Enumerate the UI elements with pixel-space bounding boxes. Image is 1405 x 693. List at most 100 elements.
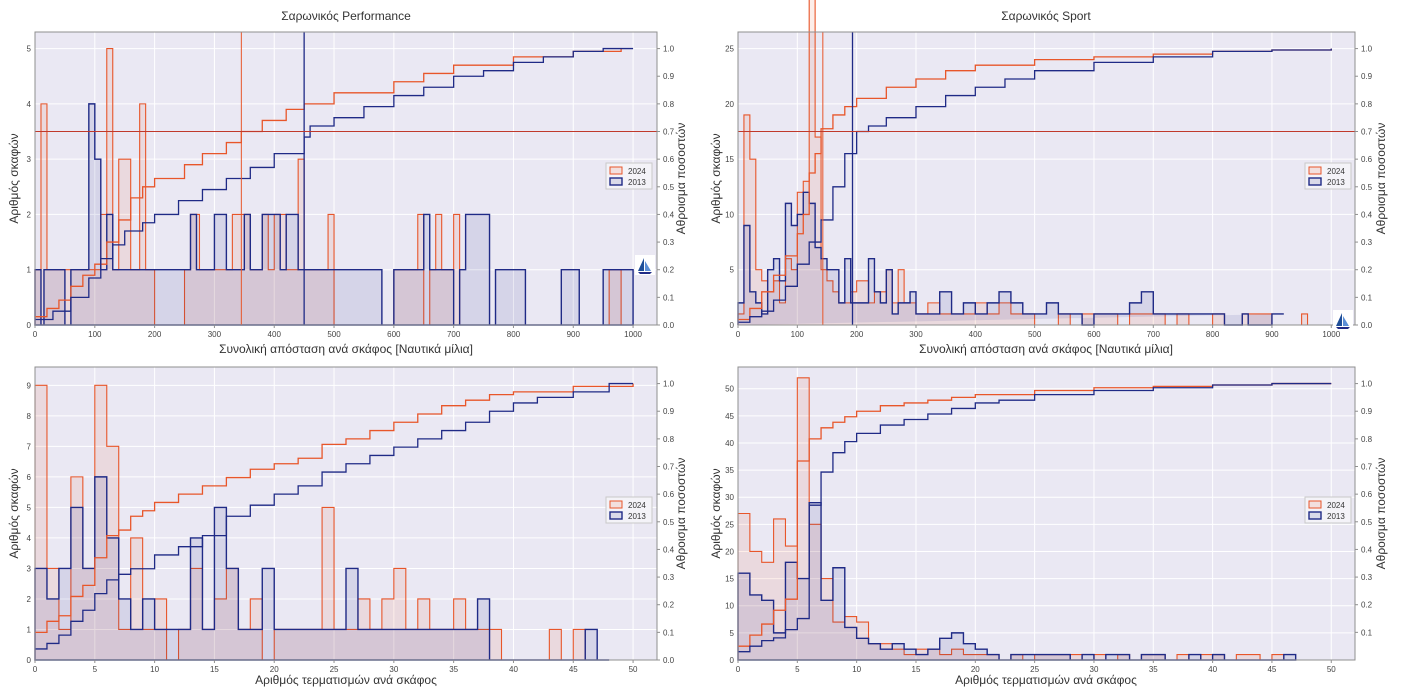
y-tick-label: 7: [27, 442, 32, 451]
sailboat-logo-icon: [635, 255, 655, 275]
y2-tick-label: 0.4: [1361, 545, 1373, 554]
x-tick-label: 1000: [624, 330, 642, 339]
y2-tick-label: 0.0: [663, 321, 675, 330]
x-tick-label: 1000: [1322, 330, 1340, 339]
x-axis-label: Συνολική απόσταση ανά σκάφος [Ναυτικά μί…: [919, 342, 1173, 356]
sailboat-logo-icon: [1333, 310, 1353, 330]
y-tick-label: 5: [730, 629, 735, 638]
x-tick-label: 600: [387, 330, 401, 339]
logo-sail-2: [1343, 316, 1349, 326]
y-tick-label: 20: [725, 547, 734, 556]
x-tick-label: 45: [569, 665, 578, 674]
y-tick-label: 4: [27, 100, 32, 109]
y-tick-label: 3: [27, 564, 32, 573]
y2-tick-label: 0.2: [1361, 601, 1373, 610]
y2-tick-label: 0.8: [1361, 435, 1373, 444]
legend: 2024 2013: [605, 496, 653, 524]
y2-tick-label: 0.1: [1361, 628, 1373, 637]
x-tick-label: 50: [1327, 665, 1336, 674]
y-tick-label: 10: [725, 210, 734, 219]
y-tick-label: 5: [730, 266, 735, 275]
x-tick-label: 800: [1206, 330, 1220, 339]
x-tick-label: 800: [507, 330, 521, 339]
y2-tick-label: 0.3: [663, 238, 675, 247]
x-tick-label: 5: [795, 665, 800, 674]
x-tick-label: 20: [971, 665, 980, 674]
y2-tick-label: 1.0: [1361, 45, 1373, 54]
y2-axis-label: Αθροισμα ποσοστών: [674, 458, 688, 570]
chart-panel-3: 0 5 10 15 20 25 30 35 40 45 5001234567890.00.10.20…: [7, 366, 688, 687]
x-tick-label: 30: [1090, 665, 1099, 674]
y2-tick-label: 0.0: [663, 656, 675, 665]
y2-tick-label: 0.7: [1361, 128, 1373, 137]
cumulative-line-2024: [35, 48, 622, 318]
y-tick-label: 45: [725, 412, 734, 421]
y-tick-label: 20: [725, 100, 734, 109]
y2-tick-label: 0.5: [663, 183, 675, 192]
legend-swatch-2024: [609, 500, 623, 509]
legend: 2024 2013: [1304, 162, 1352, 190]
y2-tick-label: 0.9: [663, 407, 675, 416]
legend-swatch-2013: [1308, 511, 1322, 520]
x-tick-label: 400: [969, 330, 983, 339]
y2-tick-label: 0.5: [663, 518, 675, 527]
y-tick-label: 30: [725, 493, 734, 502]
x-tick-label: 30: [389, 665, 398, 674]
y-tick-label: 40: [725, 439, 734, 448]
x-tick-label: 900: [1265, 330, 1279, 339]
y-tick-label: 9: [27, 381, 32, 390]
y-tick-label: 35: [725, 466, 734, 475]
y2-tick-label: 0.0: [1361, 321, 1373, 330]
x-tick-label: 500: [1028, 330, 1042, 339]
cumulative-line-2013: [738, 48, 1332, 323]
y2-tick-label: 0.7: [663, 463, 675, 472]
x-tick-label: 300: [909, 330, 923, 339]
legend-swatch-2013: [1308, 177, 1322, 186]
y-axis-label: Αριθμός σκαφών: [7, 468, 21, 558]
y2-tick-label: 0.2: [663, 601, 675, 610]
x-axis-label: Συνολική απόσταση ανά σκάφος [Ναυτικά μί…: [219, 342, 473, 356]
y2-tick-label: 0.7: [663, 128, 675, 137]
x-tick-label: 10: [852, 665, 861, 674]
histogram-2013: [34, 476, 610, 661]
y-tick-label: 6: [27, 473, 32, 482]
cumulative-line-2024: [738, 382, 1332, 647]
cumulative-line-2013: [35, 47, 634, 321]
y2-tick-label: 0.7: [1361, 463, 1373, 472]
legend-swatch-2024: [1308, 500, 1322, 509]
x-tick-label: 40: [509, 665, 518, 674]
y2-tick-label: 0.6: [1361, 490, 1373, 499]
y2-tick-label: 0.6: [1361, 155, 1373, 164]
logo-sail-2: [645, 261, 651, 271]
cumulative-line-2024: [35, 383, 634, 634]
plot-area: [738, 32, 1355, 325]
logo-sail: [638, 258, 644, 271]
cumulative-line-2013: [35, 382, 634, 650]
x-tick-label: 45: [1267, 665, 1276, 674]
y2-tick-label: 0.1: [663, 628, 675, 637]
logo-sail: [1336, 313, 1342, 326]
x-tick-label: 200: [148, 330, 162, 339]
legend-label-2024: 2024: [628, 501, 646, 510]
y-tick-label: 1: [27, 266, 32, 275]
y2-tick-label: 0.4: [663, 210, 675, 219]
histogram-outline-2013: [34, 476, 610, 661]
y2-axis-label: Αθροισμα ποσοστών: [1374, 458, 1388, 570]
legend-label-2013: 2013: [628, 512, 646, 521]
legend: 2024 2013: [605, 162, 653, 190]
logo-hull: [1336, 327, 1350, 329]
y-tick-label: 1: [27, 625, 32, 634]
y-tick-label: 2: [27, 210, 32, 219]
y-axis-label: Αριθμός σκαφών: [709, 468, 723, 558]
y-tick-label: 25: [725, 520, 734, 529]
y2-tick-label: 0.6: [663, 490, 675, 499]
y2-axis-label: Αθροισμα ποσοστών: [1374, 123, 1388, 235]
logo-hull: [638, 272, 652, 274]
y2-tick-label: 0.6: [663, 155, 675, 164]
y2-tick-label: 0.2: [663, 266, 675, 275]
x-tick-label: 15: [210, 665, 219, 674]
x-tick-label: 20: [270, 665, 279, 674]
chart-title: Σαρωνικός Sport: [1001, 9, 1091, 23]
x-tick-label: 100: [791, 330, 805, 339]
